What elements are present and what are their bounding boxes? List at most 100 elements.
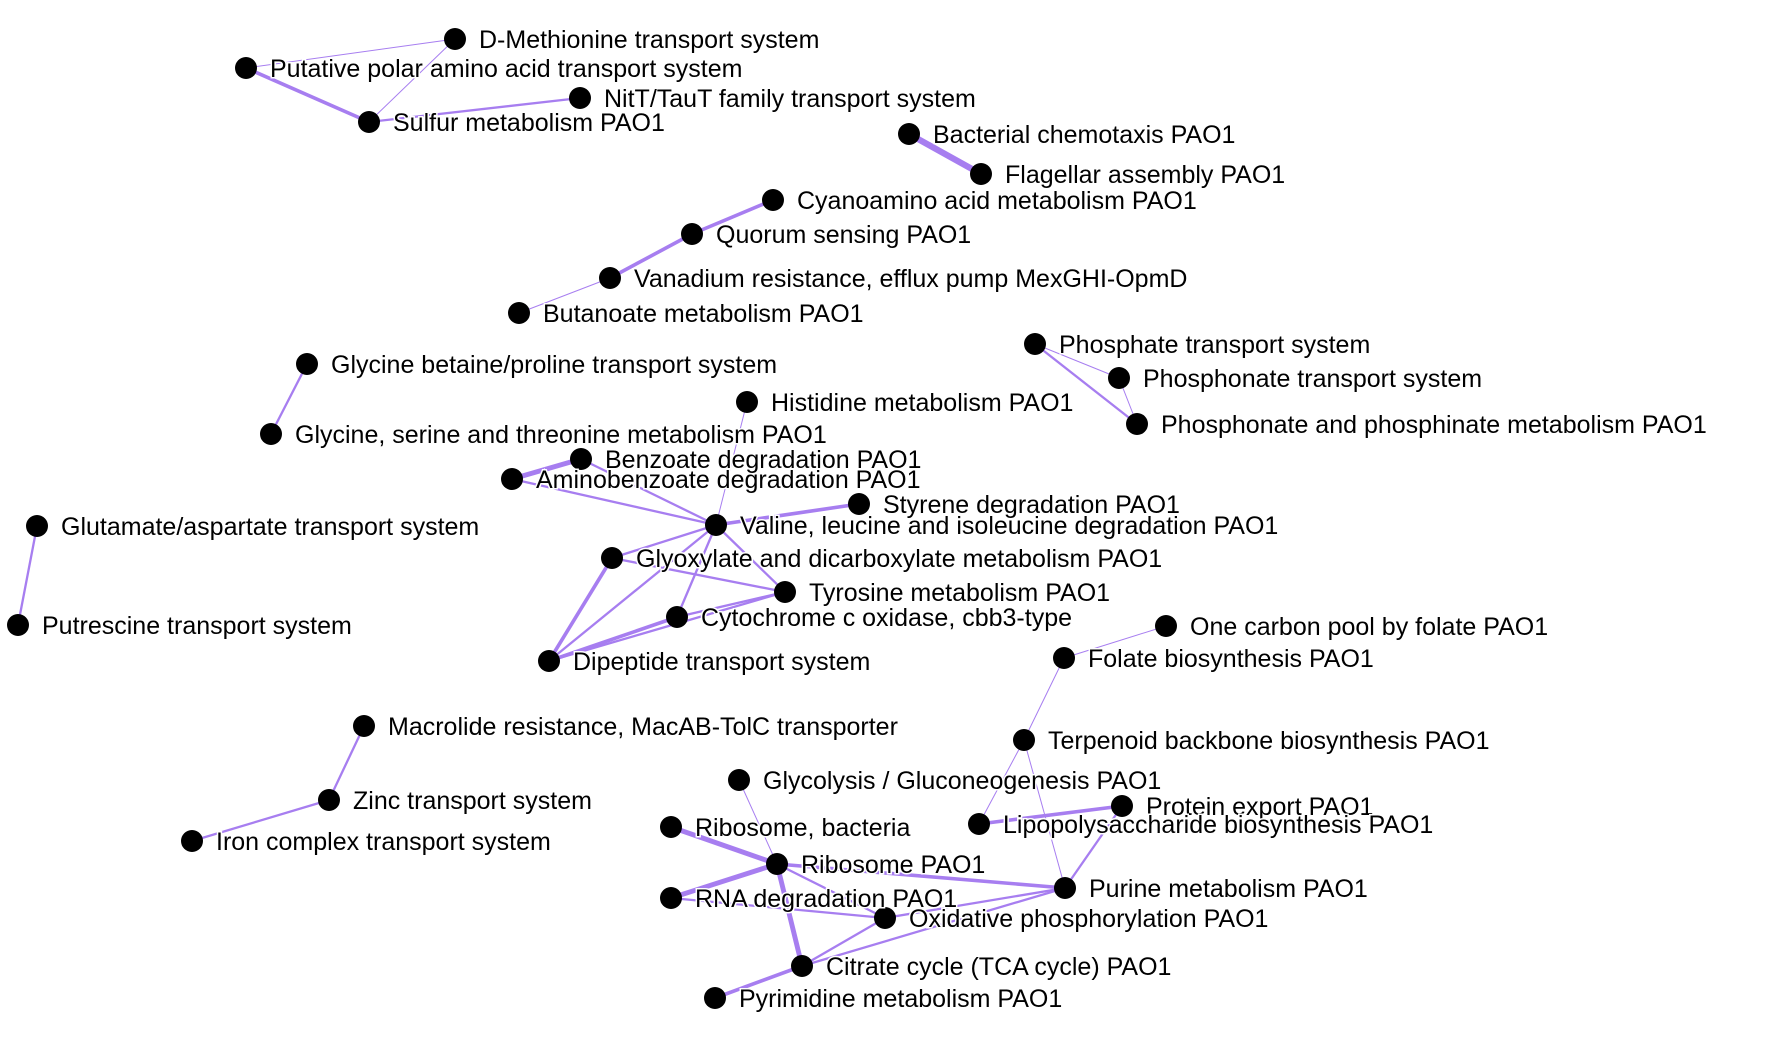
node-oxphos[interactable] [874, 907, 896, 929]
edge-rnadeg-oxphos [669, 896, 887, 920]
node-label-folate: Folate biosynthesis PAO1 [1088, 645, 1374, 673]
node-label-amino: Aminobenzoate degradation PAO1 [536, 466, 921, 494]
edge-cytc-dipep [547, 615, 679, 663]
node-label-histi: Histidine metabolism PAO1 [771, 389, 1073, 417]
node-sulfur[interactable] [358, 111, 380, 133]
node-butan[interactable] [508, 302, 530, 324]
edge-dmet-polar [245, 38, 456, 69]
edge-ribob-ribo [668, 824, 780, 867]
edge-protexp-purine [1063, 804, 1124, 890]
node-folate[interactable] [1053, 647, 1075, 669]
node-label-glyox: Glyoxylate and dicarboxylate metabolism … [636, 545, 1162, 573]
edge-glybet-glyser [269, 362, 309, 436]
node-label-butan: Butanoate metabolism PAO1 [543, 300, 864, 328]
node-label-dipep: Dipeptide transport system [573, 648, 870, 676]
node-glyox[interactable] [601, 547, 623, 569]
node-valine[interactable] [705, 514, 727, 536]
edge-sulfur-nitt [367, 96, 582, 124]
edge-vanad-butan [518, 277, 611, 314]
edge-tca-pyrim [713, 964, 804, 1000]
edge-terp-lipo [978, 739, 1025, 825]
edge-cyano-quorum [690, 198, 775, 236]
edge-layer [16, 38, 1167, 1000]
node-label-phonmet: Phosphonate and phosphinate metabolism P… [1161, 411, 1707, 439]
edge-polar-sulfur [244, 66, 371, 124]
edge-phostr-phontr [1034, 343, 1120, 379]
node-flag[interactable] [970, 163, 992, 185]
node-label-phostr: Phosphate transport system [1059, 331, 1370, 359]
node-nitt[interactable] [569, 87, 591, 109]
node-label-lipo: Lipopolysaccharide biosynthesis PAO1 [1003, 811, 1433, 839]
node-macro[interactable] [353, 715, 375, 737]
node-phostr[interactable] [1024, 333, 1046, 355]
node-label-dmet: D-Methionine transport system [479, 26, 819, 54]
node-dipep[interactable] [538, 650, 560, 672]
node-gluasp[interactable] [26, 515, 48, 537]
node-label-ribob: Ribosome, bacteria [695, 814, 910, 842]
node-purine[interactable] [1054, 877, 1076, 899]
node-lipo[interactable] [968, 813, 990, 835]
edge-glyox-dipep [547, 556, 614, 663]
node-label-nitt: NitT/TauT family transport system [604, 85, 976, 113]
node-pyrim[interactable] [704, 987, 726, 1009]
node-label-gluasp: Glutamate/aspartate transport system [61, 513, 479, 541]
edge-ribo-tca [774, 861, 805, 969]
node-cyano[interactable] [762, 189, 784, 211]
edge-glyox-tyro [610, 556, 787, 594]
node-label-ribo: Ribosome PAO1 [801, 851, 985, 879]
edge-zinc-iron [190, 798, 331, 843]
node-label-cytc: Cytochrome c oxidase, cbb3-type [701, 604, 1072, 632]
node-cytc[interactable] [666, 606, 688, 628]
edge-valine-tyro [714, 523, 787, 594]
node-amino[interactable] [501, 468, 523, 490]
node-tyro[interactable] [774, 581, 796, 603]
node-vanad[interactable] [599, 267, 621, 289]
node-label-macro: Macrolide resistance, MacAB-TolC transpo… [388, 713, 898, 741]
node-zinc[interactable] [318, 789, 340, 811]
node-label-tyro: Tyrosine metabolism PAO1 [809, 579, 1110, 607]
node-terp[interactable] [1013, 729, 1035, 751]
node-onec[interactable] [1155, 615, 1177, 637]
node-quorum[interactable] [681, 223, 703, 245]
node-dmet[interactable] [444, 28, 466, 50]
node-histi[interactable] [736, 391, 758, 413]
edge-glycol-ribo [738, 779, 778, 865]
node-label-valine: Valine, leucine and isoleucine degradati… [740, 512, 1278, 540]
node-chemo[interactable] [898, 123, 920, 145]
edge-rnadeg-ribo [668, 861, 780, 901]
edge-quorum-vanad [608, 232, 694, 280]
node-benzo[interactable] [570, 448, 592, 470]
node-protexp[interactable] [1111, 795, 1133, 817]
node-styr[interactable] [848, 493, 870, 515]
edge-ribo-oxphos [775, 862, 887, 920]
node-ribo[interactable] [766, 853, 788, 875]
node-label-terp: Terpenoid backbone biosynthesis PAO1 [1048, 727, 1489, 755]
node-label-vanad: Vanadium resistance, efflux pump MexGHI-… [634, 265, 1187, 293]
node-label-flag: Flagellar assembly PAO1 [1005, 161, 1285, 189]
node-phontr[interactable] [1108, 367, 1130, 389]
node-tca[interactable] [791, 955, 813, 977]
edge-folate-terp [1023, 657, 1065, 741]
node-polar[interactable] [235, 57, 257, 79]
node-label-polar: Putative polar amino acid transport syst… [270, 55, 742, 83]
node-ribob[interactable] [660, 816, 682, 838]
node-phonmet[interactable] [1126, 413, 1148, 435]
node-label-protexp: Protein export PAO1 [1146, 793, 1373, 821]
node-label-chemo: Bacterial chemotaxis PAO1 [933, 121, 1235, 149]
edge-onec-folate [1063, 625, 1167, 659]
edge-valine-glyox [610, 523, 718, 560]
node-glycol[interactable] [728, 769, 750, 791]
edge-benzo-valine [579, 457, 718, 527]
node-glybet[interactable] [296, 353, 318, 375]
node-putr[interactable] [7, 614, 29, 636]
node-glyser[interactable] [260, 423, 282, 445]
node-label-rnadeg: RNA degradation PAO1 [695, 885, 957, 913]
node-layer [7, 28, 1177, 1009]
node-label-glycol: Glycolysis / Gluconeogenesis PAO1 [763, 767, 1161, 795]
node-label-phontr: Phosphonate transport system [1143, 365, 1482, 393]
node-rnadeg[interactable] [660, 887, 682, 909]
node-iron[interactable] [181, 830, 203, 852]
edge-macro-zinc [327, 724, 366, 802]
node-label-zinc: Zinc transport system [353, 787, 592, 815]
